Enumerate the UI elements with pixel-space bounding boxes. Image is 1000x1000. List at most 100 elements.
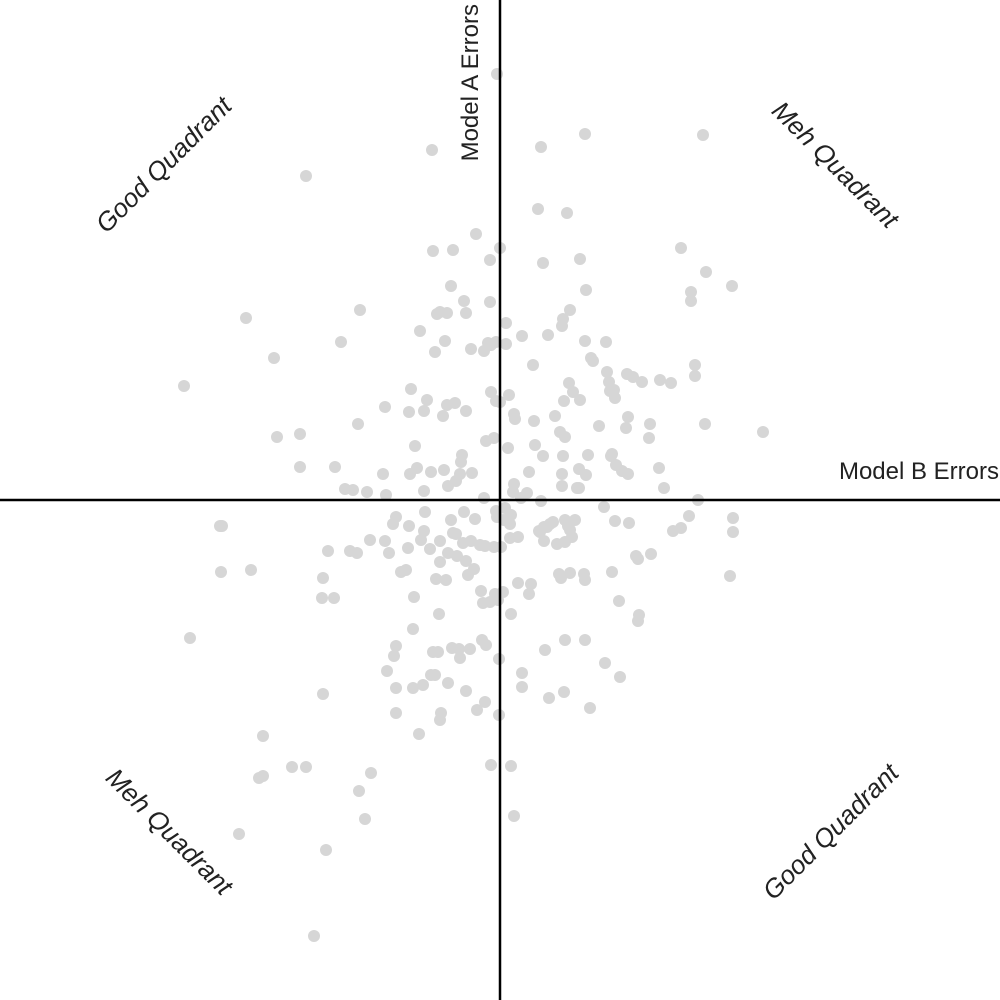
scatter-point — [344, 545, 356, 557]
scatter-point — [539, 644, 551, 656]
scatter-point — [556, 320, 568, 332]
scatter-point — [645, 548, 657, 560]
scatter-point — [593, 420, 605, 432]
scatter-point — [421, 394, 433, 406]
scatter-point — [425, 669, 437, 681]
scatter-point — [587, 355, 599, 367]
scatter-point — [512, 577, 524, 589]
scatter-point — [632, 615, 644, 627]
scatter-point — [508, 810, 520, 822]
scatter-point — [503, 389, 515, 401]
scatter-point — [644, 418, 656, 430]
scatter-point — [697, 129, 709, 141]
scatter-point — [445, 280, 457, 292]
scatter-point — [542, 329, 554, 341]
scatter-point — [515, 492, 527, 504]
scatter-point — [556, 468, 568, 480]
scatter-point — [437, 410, 449, 422]
scatter-point — [335, 336, 347, 348]
scatter-point — [449, 397, 461, 409]
scatter-point — [429, 346, 441, 358]
scatter-point — [667, 525, 679, 537]
scatter-point — [601, 366, 613, 378]
scatter-point — [434, 535, 446, 547]
scatter-point — [402, 542, 414, 554]
scatter-point — [460, 555, 472, 567]
scatter-point — [504, 518, 516, 530]
scatter-point — [454, 652, 466, 664]
scatter-point — [257, 730, 269, 742]
scatter-point — [516, 330, 528, 342]
scatter-point — [379, 401, 391, 413]
scatter-point — [405, 383, 417, 395]
scatter-point — [479, 696, 491, 708]
scatter-point — [431, 308, 443, 320]
scatter-point — [353, 785, 365, 797]
scatter-point — [465, 535, 477, 547]
scatter-point — [440, 574, 452, 586]
scatter-point — [418, 485, 430, 497]
scatter-point — [450, 528, 462, 540]
scatter-point — [268, 352, 280, 364]
scatter-point — [426, 144, 438, 156]
quadrant-label-bottom-right: Good Quadrant — [757, 756, 906, 905]
scatter-point — [579, 634, 591, 646]
scatter-point — [380, 489, 392, 501]
scatter-point — [480, 639, 492, 651]
scatter-point — [580, 469, 592, 481]
scatter-point — [419, 506, 431, 518]
scatter-point — [609, 392, 621, 404]
quadrant-label-top-left: Good Quadrant — [90, 89, 239, 238]
scatter-point — [571, 482, 583, 494]
scatter-point — [574, 253, 586, 265]
scatter-point — [404, 468, 416, 480]
scatter-point — [388, 650, 400, 662]
scatter-point — [535, 141, 547, 153]
scatter-point — [477, 597, 489, 609]
scatter-point — [559, 431, 571, 443]
scatter-point — [516, 667, 528, 679]
scatter-point — [613, 595, 625, 607]
scatter-point — [559, 634, 571, 646]
scatter-point — [632, 553, 644, 565]
scatter-point — [441, 307, 453, 319]
scatter-point — [558, 686, 570, 698]
scatter-point — [294, 461, 306, 473]
scatter-point — [558, 395, 570, 407]
scatter-point — [579, 128, 591, 140]
scatter-point — [623, 517, 635, 529]
scatter-point — [504, 532, 516, 544]
scatter-point — [622, 468, 634, 480]
scatter-point — [556, 480, 568, 492]
scatter-point — [286, 761, 298, 773]
scatter-point — [464, 643, 476, 655]
scatter-point — [253, 772, 265, 784]
scatter-point — [627, 371, 639, 383]
scatter-point — [757, 426, 769, 438]
scatter-point — [564, 304, 576, 316]
scatter-point — [685, 286, 697, 298]
scatter-point — [390, 682, 402, 694]
scatter-point — [413, 728, 425, 740]
scatter-point — [533, 525, 545, 537]
scatter-point — [563, 377, 575, 389]
scatter-point — [453, 643, 465, 655]
scatter-point — [620, 422, 632, 434]
scatter-point — [427, 245, 439, 257]
scatter-point — [665, 377, 677, 389]
scatter-point — [502, 442, 514, 454]
scatter-point — [460, 685, 472, 697]
scatter-point — [365, 767, 377, 779]
scatter-point — [527, 359, 539, 371]
scatter-point — [214, 520, 226, 532]
scatter-point — [505, 760, 517, 772]
scatter-point — [516, 681, 528, 693]
scatter-point — [484, 254, 496, 266]
scatter-point — [564, 567, 576, 579]
scatter-point — [485, 386, 497, 398]
scatter-point — [509, 413, 521, 425]
scatter-point — [532, 203, 544, 215]
scatter-point — [658, 482, 670, 494]
scatter-point — [317, 572, 329, 584]
scatter-point — [555, 572, 567, 584]
